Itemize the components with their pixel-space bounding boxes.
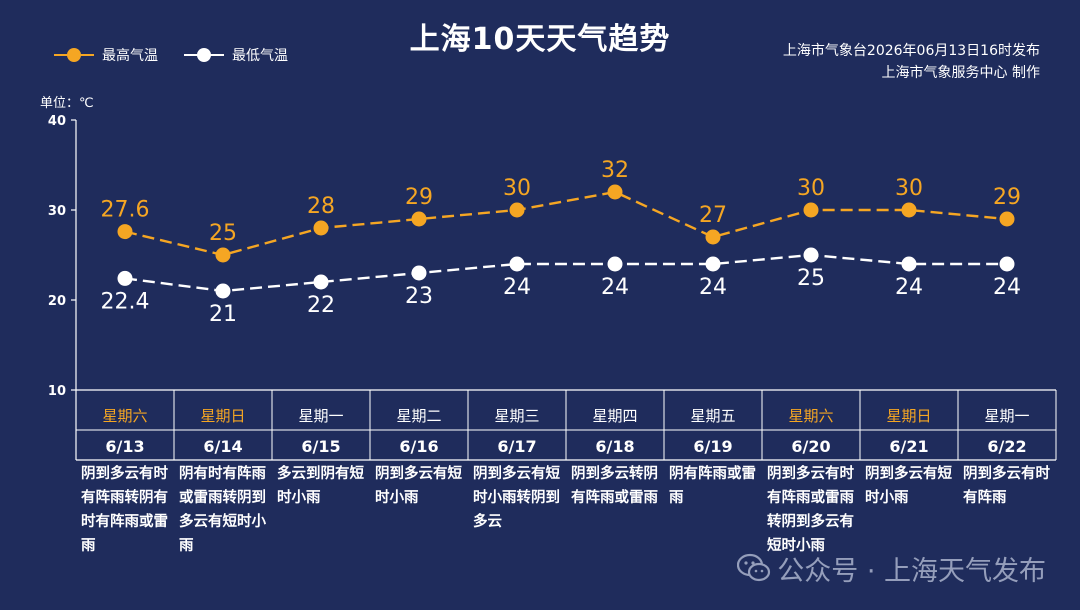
high-temp-data-label: 28 (307, 194, 335, 219)
low-temp-data-label: 23 (405, 284, 433, 309)
high-temp-point (705, 229, 721, 245)
date-label: 6/22 (987, 437, 1026, 456)
low-temp-data-label: 22.4 (101, 289, 150, 314)
high-temp-data-label: 29 (993, 185, 1021, 210)
weather-descriptions: 阴到多云有时有阵雨转阴有时有阵雨或雷雨 阴有时有阵雨或雷雨转阴到多云有短时小雨 多云… (76, 462, 1056, 592)
y-tick-label-10: 10 (48, 384, 66, 399)
y-tick-label-20: 20 (48, 294, 66, 309)
low-temp-data-label: 21 (209, 302, 237, 327)
publisher-line-1: 上海市气象台2026年06月13日16时发布 (782, 43, 1040, 59)
low-temp-point (117, 270, 133, 286)
high-temp-data-label: 30 (895, 176, 923, 201)
high-temp-point (607, 184, 623, 200)
date-label: 6/18 (595, 437, 634, 456)
low-temp-point (411, 265, 427, 281)
date-label: 6/16 (399, 437, 438, 456)
low-temp-point (705, 256, 721, 272)
watermark: 公众号 · 上海天气发布 (737, 548, 1046, 588)
low-temp-point (607, 256, 623, 272)
high-temp-data-label: 27 (699, 203, 727, 228)
legend-high-swatch (54, 48, 94, 62)
high-temp-point (803, 202, 819, 218)
low-temp-data-label: 24 (601, 275, 629, 300)
high-temp-point (999, 211, 1015, 227)
weather-description: 阴到多云有短时小雨转阴到多云 (473, 466, 560, 530)
high-temp-data-label: 30 (503, 176, 531, 201)
weather-description: 阴有时有阵雨或雷雨转阴到多云有短时小雨 (179, 466, 266, 554)
low-temp-point (215, 283, 231, 299)
date-label: 6/17 (497, 437, 536, 456)
high-temp-data-label: 25 (209, 221, 237, 246)
legend-item-low: 最低气温 (184, 45, 288, 65)
weather-description: 多云到阴有短时小雨 (277, 466, 364, 506)
low-temp-data-label: 24 (895, 275, 923, 300)
weather-description: 阴到多云有时有阵雨 (963, 466, 1050, 506)
legend-item-high: 最高气温 (54, 45, 158, 65)
wechat-icon (737, 553, 771, 582)
unit-label: 单位：℃ (40, 96, 94, 111)
weather-description: 阴到多云有时有阵雨或雷雨转阴到多云有短时小雨 (767, 466, 854, 554)
date-label: 6/13 (105, 437, 144, 456)
low-temp-data-label: 22 (307, 293, 335, 318)
high-temp-data-label: 27.6 (101, 198, 150, 223)
weekday-label: 星期一 (984, 407, 1029, 425)
low-temp-line (124, 253, 1007, 293)
low-temp-point (313, 274, 329, 290)
chart-title: 上海10天天气趋势 (409, 22, 671, 57)
weekday-label: 星期五 (690, 407, 735, 425)
high-temp-data-label: 30 (797, 176, 825, 201)
low-temp-data-label: 24 (503, 275, 531, 300)
y-tick-label-40: 40 (48, 114, 66, 129)
weekday-label: 星期四 (592, 407, 637, 425)
weather-description: 阴到多云有时有阵雨转阴有时有阵雨或雷雨 (81, 466, 168, 554)
legend: 最高气温 最低气温 (54, 44, 314, 66)
high-temp-point (215, 247, 231, 263)
date-label: 6/14 (203, 437, 242, 456)
low-temp-point (509, 256, 525, 272)
high-temp-point (117, 224, 133, 240)
publisher-line-2: 上海市气象服务中心 制作 (881, 65, 1040, 81)
high-temp-point (313, 220, 329, 236)
low-temp-data-label: 24 (993, 275, 1021, 300)
weather-description: 阴到多云转阴有阵雨或雷雨 (571, 466, 658, 506)
high-temp-point (901, 202, 917, 218)
weekday-label: 星期日 (200, 407, 245, 425)
weekday-label: 星期一 (298, 407, 343, 425)
y-tick-label-30: 30 (48, 204, 66, 219)
high-temp-line (124, 190, 1008, 257)
legend-high-label: 最高气温 (102, 48, 158, 64)
high-temp-point (509, 202, 525, 218)
date-label: 6/15 (301, 437, 340, 456)
low-temp-point (901, 256, 917, 272)
high-temp-point (411, 211, 427, 227)
publisher-info: 上海市气象台2026年06月13日16时发布 上海市气象服务中心 制作 (783, 40, 1040, 84)
date-label: 6/21 (889, 437, 928, 456)
weekday-label: 星期三 (494, 407, 539, 425)
low-temp-data-label: 25 (797, 266, 825, 291)
legend-low-swatch (184, 48, 224, 62)
date-label: 6/19 (693, 437, 732, 456)
weekday-label: 星期日 (886, 407, 931, 425)
weekday-label: 星期六 (102, 407, 147, 425)
weather-description: 阴到多云有短时小雨 (865, 466, 952, 506)
high-temp-data-label: 29 (405, 185, 433, 210)
date-label: 6/20 (791, 437, 830, 456)
weather-description: 阴到多云有短时小雨 (375, 466, 462, 506)
weekday-label: 星期六 (788, 407, 833, 425)
weekday-label: 星期二 (396, 407, 441, 425)
legend-low-label: 最低气温 (232, 48, 288, 64)
high-temp-data-label: 32 (601, 158, 629, 183)
low-temp-point (999, 256, 1015, 272)
watermark-text: 公众号 · 上海天气发布 (777, 555, 1046, 587)
low-temp-point (803, 247, 819, 263)
weather-description: 阴有阵雨或雷雨 (669, 466, 756, 506)
low-temp-data-label: 24 (699, 275, 727, 300)
